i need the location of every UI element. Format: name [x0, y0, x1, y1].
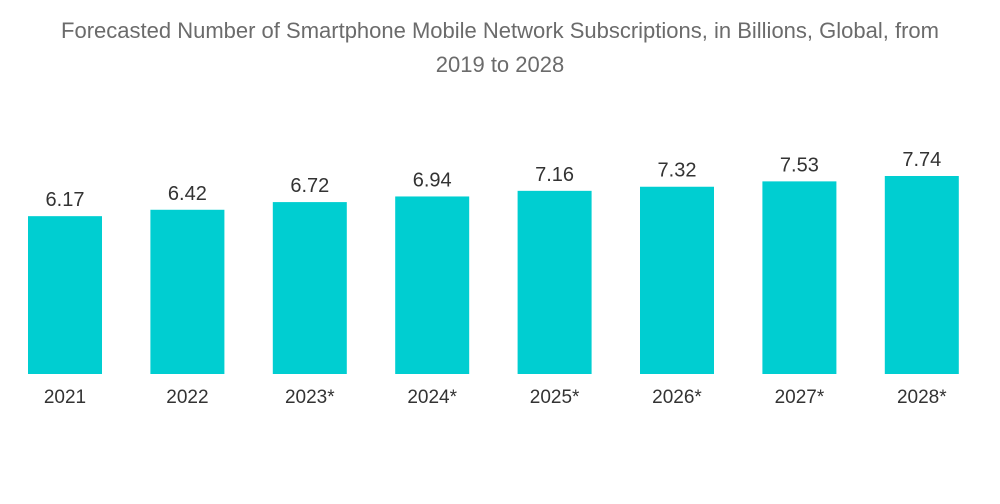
chart-title-line-2: 2019 to 2028: [435, 52, 565, 77]
value-labels-group: 6.17 6.42 6.72 6.94 7.16 7.32 7.53 7.74: [46, 149, 942, 211]
x-tick-label: 2023*: [285, 387, 335, 408]
value-label: 7.53: [780, 154, 819, 176]
value-label: 7.32: [658, 160, 697, 182]
x-tick-label: 2025*: [530, 387, 580, 408]
bar-2024-forecast: [395, 196, 470, 374]
bar-2025-forecast: [517, 190, 592, 374]
value-label: 7.16: [535, 164, 574, 186]
value-label: 6.72: [290, 175, 329, 197]
value-label: 6.94: [413, 169, 452, 191]
x-tick-label: 2021: [44, 387, 86, 408]
x-tick-label: 2022: [166, 387, 208, 408]
bar-2021: [28, 216, 102, 374]
x-tick-label: 2028*: [897, 387, 947, 408]
bar-2028-forecast: [884, 176, 959, 374]
bar-2022: [150, 209, 225, 374]
x-axis-tick-labels: 2021 2022 2023* 2024* 2025* 2026* 2027* 2028*: [44, 387, 947, 408]
value-label: 6.17: [46, 189, 85, 211]
bars-group: [28, 176, 959, 374]
chart-title: Forecasted Number of Smartphone Mobile N…: [0, 14, 1000, 82]
x-tick-label: 2024*: [407, 387, 457, 408]
chart-title-line-1: Forecasted Number of Smartphone Mobile N…: [61, 18, 939, 43]
x-tick-label: 2026*: [652, 387, 702, 408]
bar-2027-forecast: [762, 181, 837, 374]
bar-2023-forecast: [272, 202, 347, 374]
bar-2026-forecast: [640, 186, 714, 374]
x-tick-label: 2027*: [775, 387, 825, 408]
value-label: 6.42: [168, 183, 207, 205]
value-label: 7.74: [902, 149, 941, 171]
